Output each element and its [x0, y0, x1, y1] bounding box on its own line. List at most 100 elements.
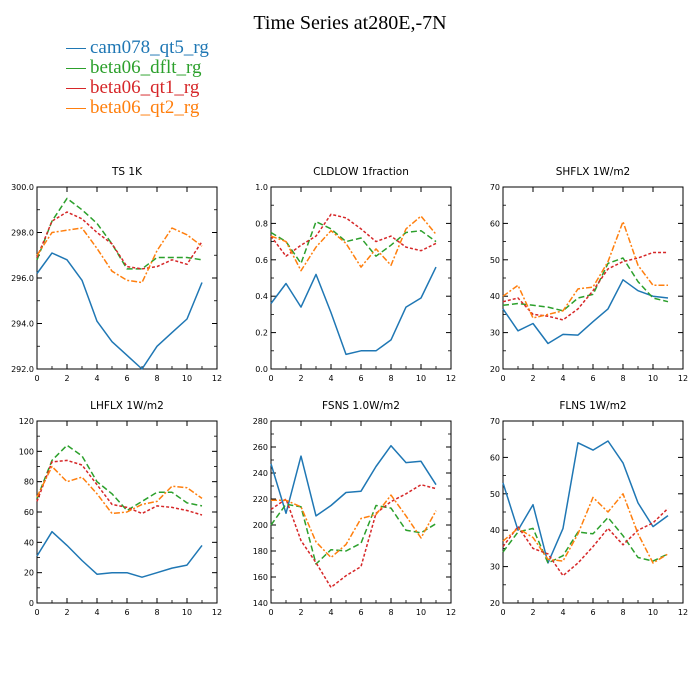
- legend-line: [66, 68, 86, 69]
- y-tick-label: 30: [490, 563, 500, 572]
- x-tick-label: 4: [328, 374, 333, 383]
- series-line-cam078_qt5_rg: [502, 440, 669, 564]
- panel-title: LHFLX 1W/m2: [90, 400, 164, 412]
- series-line-beta06_dflt_rg: [502, 257, 669, 312]
- series-line-cam078_qt5_rg: [36, 252, 203, 370]
- x-tick-label: 2: [298, 374, 303, 383]
- y-tick-label: 70: [490, 417, 500, 426]
- legend-line: [66, 88, 86, 89]
- y-tick-label: 298.0: [11, 229, 34, 238]
- x-tick-label: 8: [620, 608, 625, 617]
- y-tick-label: 40: [490, 526, 500, 535]
- series-line-beta06_qt2_rg: [270, 215, 437, 272]
- y-tick-label: 0: [29, 599, 34, 608]
- legend-line: [66, 48, 86, 49]
- legend-item: beta06_dflt_rg: [66, 57, 266, 78]
- chart-panel: FLNS 1W/m2 0 2 4 6 8 10 12 20 30 40 50 60 70: [490, 400, 688, 617]
- legend-item: cam078_qt5_rg: [66, 37, 266, 58]
- legend-line: [66, 108, 86, 109]
- y-tick-label: 40: [24, 538, 34, 547]
- y-tick-label: 20: [24, 569, 34, 578]
- x-tick-label: 0: [500, 608, 505, 617]
- y-tick-label: 30: [490, 329, 500, 338]
- series-line-beta06_dflt_rg: [270, 220, 437, 265]
- x-tick-label: 12: [212, 608, 222, 617]
- x-tick-label: 2: [298, 608, 303, 617]
- series-line-cam078_qt5_rg: [270, 444, 437, 517]
- x-tick-label: 2: [64, 608, 69, 617]
- series-line-cam078_qt5_rg: [36, 530, 203, 578]
- x-tick-label: 12: [446, 374, 456, 383]
- x-tick-label: 12: [678, 608, 688, 617]
- x-tick-label: 0: [34, 608, 39, 617]
- y-tick-label: 300.0: [11, 183, 34, 192]
- y-tick-label: 60: [24, 508, 34, 517]
- y-tick-label: 80: [24, 478, 34, 487]
- x-tick-label: 2: [530, 374, 535, 383]
- series-line-cam078_qt5_rg: [270, 266, 437, 356]
- y-tick-label: 0.6: [255, 256, 268, 265]
- chart-panel: CLDLOW 1fraction 0 2 4 6 8 10 12 0.0 0.2 0.4 0.6 0.8…: [255, 166, 456, 383]
- series-line-beta06_qt1_rg: [502, 251, 668, 321]
- x-tick-label: 2: [530, 608, 535, 617]
- x-tick-label: 10: [182, 374, 192, 383]
- legend-label: beta06_dflt_rg: [90, 57, 202, 78]
- y-tick-label: 120: [19, 417, 34, 426]
- y-tick-label: 280: [253, 417, 268, 426]
- x-tick-label: 10: [416, 608, 426, 617]
- x-tick-label: 10: [416, 374, 426, 383]
- x-tick-label: 6: [590, 608, 595, 617]
- plot-frame: [502, 186, 684, 370]
- series-line-beta06_qt1_rg: [502, 507, 669, 577]
- x-tick-label: 4: [560, 608, 565, 617]
- series-line-beta06_qt1_rg: [270, 483, 437, 589]
- y-tick-label: 296.0: [11, 274, 34, 283]
- chart-panel: FSNS 1.0W/m2 0 2 4 6 8 10 12 140 160 180 200 220 240 2…: [253, 400, 456, 617]
- y-tick-label: 50: [490, 490, 500, 499]
- y-tick-label: 160: [253, 573, 268, 582]
- plot-frame: [36, 186, 218, 370]
- y-tick-label: 1.0: [255, 183, 268, 192]
- x-tick-label: 12: [446, 608, 456, 617]
- x-tick-label: 8: [388, 608, 393, 617]
- legend-item: beta06_qt1_rg: [66, 77, 266, 98]
- panel-title: FLNS 1W/m2: [559, 400, 626, 412]
- series-line-beta06_dflt_rg: [36, 197, 203, 270]
- x-tick-label: 4: [94, 374, 99, 383]
- x-tick-label: 12: [212, 374, 222, 383]
- y-tick-label: 70: [490, 183, 500, 192]
- x-tick-label: 6: [590, 374, 595, 383]
- series-line-beta06_dflt_rg: [502, 516, 669, 564]
- x-tick-label: 8: [388, 374, 393, 383]
- x-tick-label: 2: [64, 374, 69, 383]
- y-tick-label: 60: [490, 219, 500, 228]
- figure-title: Time Series at280E,-7N: [253, 12, 447, 34]
- plot-frame: [270, 420, 452, 604]
- x-tick-label: 8: [154, 374, 159, 383]
- y-tick-label: 40: [490, 292, 500, 301]
- series-line-beta06_qt2_rg: [36, 465, 203, 515]
- y-tick-label: 0.2: [255, 329, 268, 338]
- y-tick-label: 294.0: [11, 320, 34, 329]
- legend-item: beta06_qt2_rg: [66, 97, 266, 118]
- y-tick-label: 180: [253, 547, 268, 556]
- x-tick-label: 6: [358, 374, 363, 383]
- x-tick-label: 4: [94, 608, 99, 617]
- legend: cam078_qt5_rg beta06_dflt_rg beta06_qt1_…: [66, 37, 266, 118]
- panel-title: FSNS 1.0W/m2: [322, 400, 400, 412]
- series-line-beta06_qt1_rg: [36, 459, 203, 516]
- panel-title: TS 1K: [111, 166, 143, 178]
- panel-title: SHFLX 1W/m2: [556, 166, 631, 178]
- y-tick-label: 0.4: [255, 292, 268, 301]
- y-tick-label: 50: [490, 256, 500, 265]
- y-tick-label: 100: [19, 447, 34, 456]
- y-tick-label: 0.8: [255, 219, 268, 228]
- y-tick-label: 260: [253, 443, 268, 452]
- series-line-cam078_qt5_rg: [502, 279, 669, 345]
- x-tick-label: 4: [328, 608, 333, 617]
- x-tick-label: 10: [648, 374, 658, 383]
- x-tick-label: 0: [268, 608, 273, 617]
- x-tick-label: 0: [268, 374, 273, 383]
- series-line-beta06_qt1_rg: [36, 211, 203, 270]
